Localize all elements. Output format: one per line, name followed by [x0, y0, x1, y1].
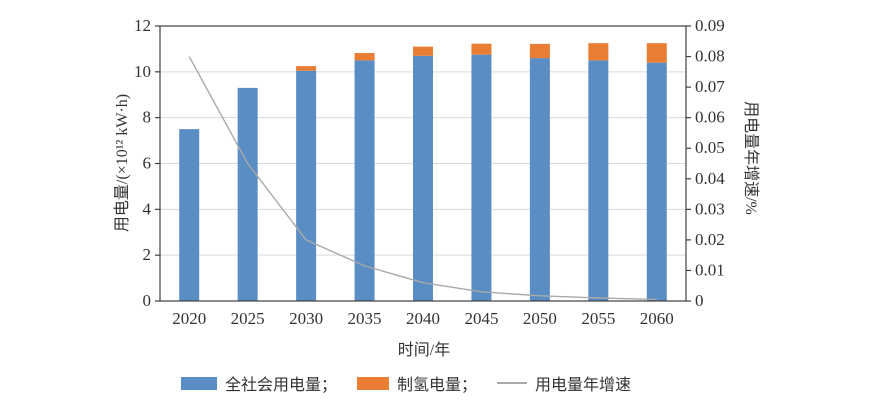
left-axis-tick-label: 2: [143, 245, 152, 264]
legend: 全社会用电量； 制氢电量； 用电量年增速: [181, 371, 631, 395]
x-axis-tick-label: 2045: [464, 309, 498, 328]
legend-swatch-blue-bar: [181, 376, 217, 390]
x-axis-tick-label: 2030: [289, 309, 323, 328]
bar-segment-hydrogen: [413, 46, 433, 56]
bar-segment-total-consumption: [529, 58, 550, 302]
left-axis-tick-label: 12: [134, 16, 151, 35]
bar-segment-hydrogen: [354, 53, 375, 61]
bar-segment-hydrogen: [471, 43, 492, 55]
right-axis-tick-label: 0.04: [695, 169, 725, 188]
left-axis-tick-label: 6: [143, 154, 152, 173]
right-axis-tick-label: 0.02: [695, 230, 725, 249]
bar-segment-hydrogen: [296, 66, 317, 71]
right-axis-tick-label: 0.01: [695, 260, 725, 279]
right-axis-tick-label: 0.05: [695, 138, 725, 157]
x-axis-tick-label: 2055: [581, 309, 615, 328]
bar-segment-total-consumption: [646, 62, 667, 301]
bar-segment-total-consumption: [588, 60, 609, 301]
growth-rate-line: [188, 56, 657, 301]
legend-item-hydrogen-production: 制氢电量；: [357, 371, 477, 395]
bar-segment-total-consumption: [354, 60, 375, 301]
bar-segment-hydrogen: [529, 43, 550, 59]
x-axis-tick-label: 2025: [231, 309, 265, 328]
x-axis-tick-label: 2040: [406, 309, 440, 328]
legend-label-hydrogen-production: 制氢电量；: [397, 377, 478, 394]
legend-swatch-gray-line: [497, 382, 528, 384]
legend-swatch-orange-bar: [357, 376, 390, 390]
x-axis-title: 时间/年: [397, 342, 451, 359]
x-axis-tick-label: 2050: [523, 309, 557, 328]
left-axis-tick-label: 0: [143, 291, 152, 310]
bar-segment-total-consumption: [237, 87, 258, 301]
x-axis-tick-label: 2060: [640, 309, 674, 328]
legend-item-total-consumption: 全社会用电量；: [181, 371, 337, 395]
right-axis-tick-label: 0.08: [695, 47, 725, 66]
bar-segment-total-consumption: [413, 55, 433, 301]
left-axis-tick-label: 4: [143, 199, 152, 218]
bar-segment-hydrogen: [646, 43, 667, 63]
legend-label-growth-rate: 用电量年增速: [535, 377, 632, 394]
right-axis-tick-label: 0.07: [695, 77, 725, 96]
x-axis-tick-label: 2035: [348, 309, 382, 328]
x-axis-tick-label: 2020: [172, 309, 206, 328]
legend-item-growth-rate: 用电量年增速: [497, 371, 631, 395]
right-axis-tick-label: 0.09: [695, 16, 725, 35]
bar-segment-hydrogen: [588, 43, 609, 61]
right-axis-tick-label: 0.06: [695, 108, 725, 127]
right-axis-tick-label: 0.03: [695, 199, 725, 218]
legend-label-total-consumption: 全社会用电量；: [225, 377, 338, 394]
right-axis-title: 用电量年增速/%: [742, 101, 759, 215]
bar-segment-total-consumption: [179, 129, 200, 301]
right-axis-tick-label: 0: [695, 291, 704, 310]
left-axis-title: 用电量/(×10¹² kW·h): [114, 93, 131, 233]
bar-segment-total-consumption: [296, 70, 317, 301]
left-axis-tick-label: 10: [134, 62, 151, 81]
left-axis-tick-label: 8: [143, 108, 152, 127]
bar-segment-total-consumption: [471, 54, 492, 302]
